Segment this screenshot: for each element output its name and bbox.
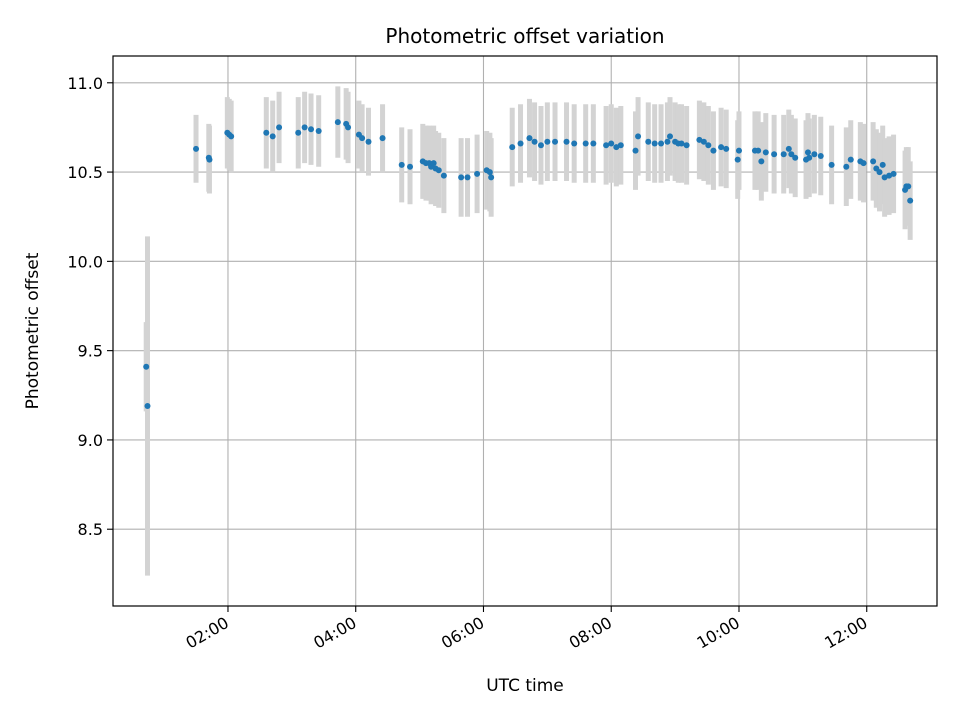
data-point <box>651 140 658 147</box>
data-point <box>678 140 685 147</box>
data-point <box>788 151 795 158</box>
data-point <box>907 197 914 204</box>
data-point <box>228 133 235 140</box>
data-point <box>464 174 471 181</box>
data-point <box>435 167 442 174</box>
data-point <box>664 138 671 145</box>
data-point <box>785 145 792 152</box>
data-point <box>870 158 877 165</box>
y-tick-label: 10.5 <box>67 163 103 182</box>
data-point <box>582 140 589 147</box>
y-axis-label: Photometric offset <box>23 252 43 409</box>
data-point <box>890 170 897 177</box>
data-point <box>723 145 730 152</box>
data-point <box>301 124 308 131</box>
data-point <box>407 163 414 170</box>
data-point <box>658 140 665 147</box>
data-point <box>544 138 551 145</box>
data-point <box>710 147 717 154</box>
data-point <box>705 142 712 149</box>
data-point <box>552 138 559 145</box>
data-point <box>345 124 352 131</box>
y-tick-label: 9.5 <box>78 342 103 361</box>
data-point <box>811 151 818 158</box>
data-point <box>683 142 690 149</box>
data-point <box>617 142 624 149</box>
data-point <box>828 161 835 168</box>
data-point <box>843 163 850 170</box>
data-point <box>379 135 386 142</box>
data-point <box>666 133 673 140</box>
data-point <box>430 160 437 167</box>
data-point <box>590 140 597 147</box>
data-point <box>734 156 741 163</box>
data-point <box>295 129 302 136</box>
data-point <box>603 142 610 149</box>
data-point <box>206 156 213 163</box>
data-point <box>334 119 341 126</box>
data-point <box>276 124 283 131</box>
data-point <box>735 147 742 154</box>
data-point <box>359 135 366 142</box>
x-axis-label: UTC time <box>486 676 564 696</box>
data-points <box>143 119 914 409</box>
data-point <box>876 169 883 176</box>
data-point <box>563 138 570 145</box>
data-point <box>531 138 538 145</box>
data-point <box>509 144 516 151</box>
plot-frame <box>112 55 938 607</box>
data-point <box>758 158 765 165</box>
data-point <box>632 147 639 154</box>
y-axis-ticks: 8.5 9.0 9.5 10.0 10.5 11.0 <box>67 74 113 539</box>
data-point <box>804 149 811 156</box>
data-point <box>755 147 762 154</box>
data-point <box>847 156 854 163</box>
data-point <box>780 151 787 158</box>
data-point <box>315 128 322 134</box>
data-point <box>517 140 524 147</box>
data-point <box>526 135 533 142</box>
data-point <box>458 174 465 181</box>
data-point <box>635 133 642 140</box>
data-point <box>762 149 769 156</box>
data-point <box>817 153 824 159</box>
chart-title: Photometric offset variation <box>385 24 664 48</box>
data-point <box>771 151 778 158</box>
data-point <box>792 154 799 161</box>
y-tick-label: 8.5 <box>78 520 103 539</box>
data-point <box>144 403 151 409</box>
data-point <box>860 160 867 167</box>
data-point <box>905 183 912 190</box>
data-point <box>269 133 276 140</box>
data-point <box>718 144 725 151</box>
data-point <box>537 142 544 149</box>
data-point <box>608 140 615 147</box>
data-point <box>143 363 150 370</box>
data-point <box>263 129 270 136</box>
y-tick-label: 10.0 <box>67 252 103 271</box>
data-point <box>398 161 405 168</box>
data-point <box>806 154 813 161</box>
data-point <box>488 174 495 181</box>
data-point <box>308 126 315 133</box>
data-point <box>645 138 652 145</box>
data-point <box>193 145 200 152</box>
data-point <box>486 169 493 176</box>
y-tick-label: 11.0 <box>67 74 103 93</box>
data-point <box>440 172 447 179</box>
data-point <box>474 170 481 177</box>
data-point <box>700 138 707 145</box>
data-point <box>879 161 886 168</box>
data-point <box>571 140 578 147</box>
plot-area <box>113 56 937 606</box>
data-point <box>365 138 372 145</box>
y-tick-label: 9.0 <box>78 431 103 450</box>
